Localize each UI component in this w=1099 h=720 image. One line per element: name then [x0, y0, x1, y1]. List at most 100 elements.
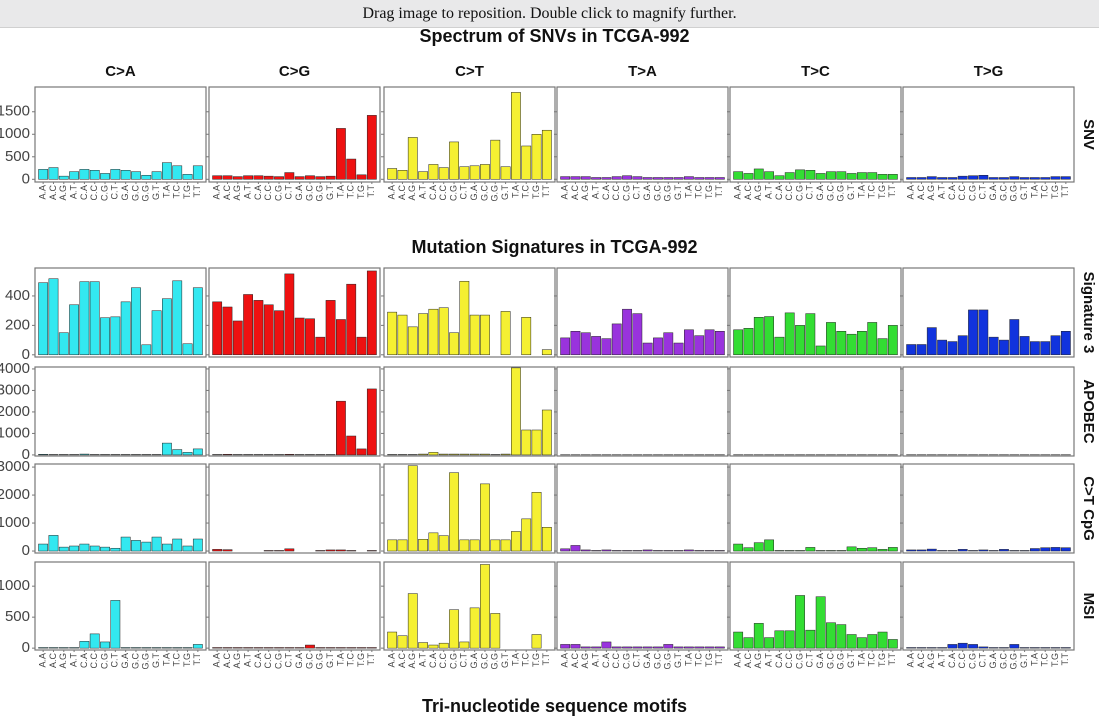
bar — [805, 170, 816, 180]
x-tick-label: G.C — [479, 653, 489, 670]
x-tick-label: A.G — [926, 653, 936, 669]
bar — [957, 335, 968, 356]
bar — [601, 338, 612, 356]
y-tick-label: 1000 — [0, 424, 30, 441]
bar — [469, 539, 480, 552]
bar — [325, 300, 336, 356]
bar — [753, 317, 764, 356]
x-tick-label: A.A — [38, 185, 48, 200]
bar — [642, 646, 653, 649]
bar — [1040, 647, 1051, 649]
x-tick-label: T.T — [366, 184, 376, 197]
bar — [877, 174, 888, 180]
bar — [988, 177, 999, 180]
panel — [729, 366, 902, 457]
x-tick-label: C.C — [263, 185, 273, 201]
bar — [1009, 176, 1020, 180]
bar — [397, 635, 408, 649]
column-header: T>G — [974, 63, 1004, 80]
bar — [438, 167, 449, 180]
bar — [511, 367, 521, 456]
bar — [346, 158, 357, 180]
x-tick-label: A.C — [743, 185, 753, 201]
x-tick-label: T.C — [1040, 184, 1050, 198]
y-tick-label: 1500 — [0, 103, 30, 120]
bar — [428, 532, 439, 552]
bar — [243, 647, 253, 649]
bar — [846, 546, 857, 552]
bar — [753, 542, 764, 552]
bar — [253, 300, 264, 356]
panel — [208, 463, 381, 554]
bar — [459, 280, 470, 356]
x-tick-label: T.A — [335, 185, 345, 198]
bar — [906, 549, 917, 552]
bar — [141, 541, 152, 552]
bar — [926, 548, 937, 552]
bar — [428, 452, 439, 456]
bar — [642, 549, 653, 552]
bar — [947, 177, 958, 180]
bar — [947, 341, 958, 356]
x-tick-label: G.T — [1019, 652, 1029, 668]
bar — [857, 637, 867, 649]
x-tick-label: T.G — [877, 185, 887, 199]
bar — [131, 287, 141, 356]
bar — [978, 549, 989, 552]
x-tick-label: G.C — [998, 653, 1008, 670]
x-tick-label: G.A — [642, 185, 652, 201]
bar — [541, 129, 552, 180]
bar — [500, 311, 511, 356]
x-tick-label: G.C — [652, 653, 662, 670]
x-tick-label: C.G — [448, 653, 458, 669]
bar — [490, 139, 501, 180]
x-tick-label: G.G — [490, 185, 500, 202]
x-tick-label: G.A — [469, 185, 479, 201]
bar — [926, 327, 937, 356]
bar — [774, 175, 785, 180]
bar — [591, 177, 601, 180]
bar — [815, 596, 826, 649]
bar — [480, 164, 490, 180]
y-tick-label: 0 — [22, 346, 30, 363]
bar — [449, 453, 459, 456]
panel — [34, 463, 207, 554]
x-tick-label: T.T — [366, 652, 376, 665]
bar — [1009, 550, 1020, 552]
bar — [79, 281, 90, 356]
bar — [714, 331, 725, 356]
row-label: C>T CpG — [1080, 476, 1097, 541]
bar — [906, 177, 917, 180]
bar — [100, 641, 110, 649]
bar — [753, 623, 764, 649]
x-tick-label: A.A — [212, 653, 222, 668]
bar — [978, 174, 989, 180]
panel — [556, 86, 729, 183]
bar — [397, 539, 408, 552]
bar — [632, 313, 643, 356]
bar — [274, 310, 284, 356]
x-tick-label: C.C — [611, 653, 621, 669]
bar — [663, 644, 674, 649]
x-tick-label: G.T — [151, 652, 161, 668]
x-tick-label: C.T — [110, 185, 120, 200]
bar — [490, 613, 501, 649]
x-tick-label: C.T — [805, 653, 815, 668]
x-tick-label: G.C — [130, 185, 140, 202]
bar — [151, 536, 162, 552]
bar — [947, 550, 958, 552]
bar — [325, 549, 336, 552]
x-tick-label: G.T — [500, 652, 510, 668]
bar — [743, 328, 754, 356]
x-tick-label: A.G — [232, 653, 242, 669]
bar — [846, 173, 857, 180]
x-tick-label: C.T — [284, 185, 294, 200]
x-tick-label: C.A — [79, 653, 89, 668]
x-tick-label: C.T — [978, 185, 988, 200]
x-tick-label: T.C — [172, 184, 182, 198]
x-tick-label: G.C — [652, 185, 662, 202]
bar — [1050, 647, 1061, 649]
bar — [459, 453, 470, 456]
x-tick-label: A.T — [242, 653, 252, 668]
bar — [449, 141, 459, 180]
